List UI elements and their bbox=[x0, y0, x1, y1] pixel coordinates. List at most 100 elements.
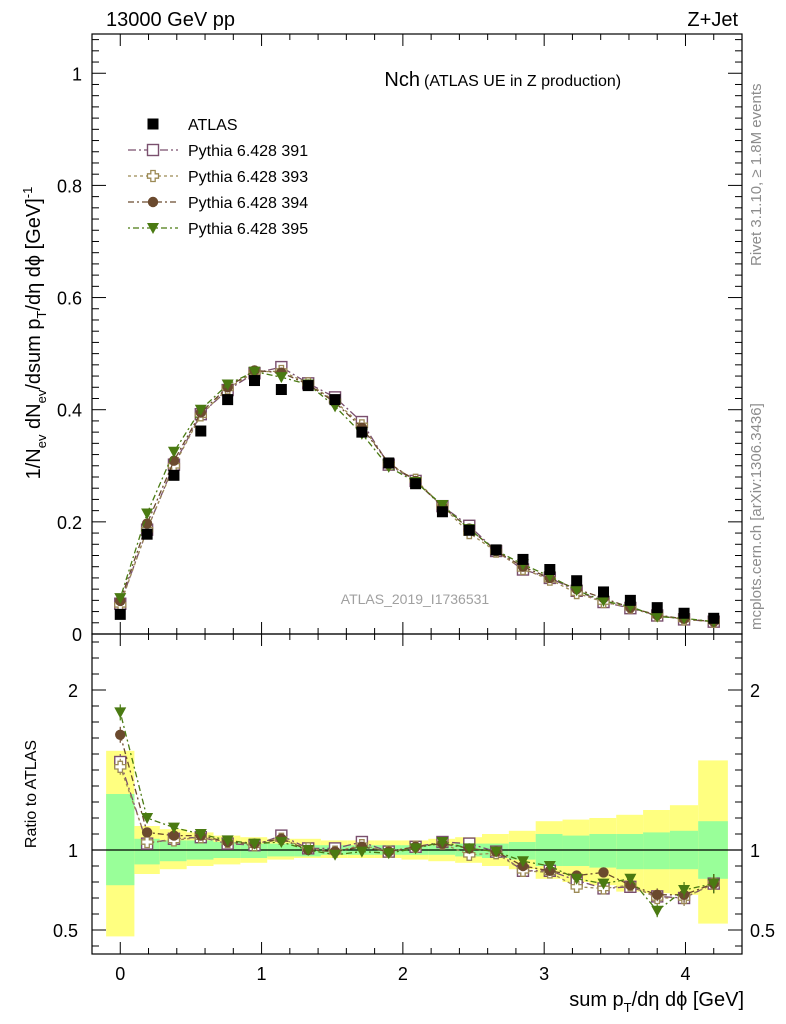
legend-marker bbox=[147, 118, 159, 130]
ratio-data-point bbox=[436, 837, 449, 848]
ylabel-sup: -1 bbox=[20, 187, 35, 199]
legend-entry: Pythia 6.428 395 bbox=[128, 221, 308, 238]
data-point bbox=[194, 404, 207, 416]
ratio-data-point bbox=[114, 760, 127, 773]
ratio-panel-frame bbox=[91, 633, 743, 955]
data-point bbox=[275, 372, 288, 384]
series-line bbox=[119, 370, 714, 623]
data-point bbox=[114, 608, 126, 620]
ratio-data-point bbox=[302, 845, 315, 856]
series-pythia-6-428-394 bbox=[115, 365, 719, 627]
data-point bbox=[436, 500, 449, 512]
data-point bbox=[624, 594, 636, 606]
data-point bbox=[597, 595, 610, 607]
ratio-data-point bbox=[598, 867, 609, 878]
data-point bbox=[141, 528, 153, 540]
legend-entry: Pythia 6.428 394 bbox=[128, 195, 308, 212]
data-point bbox=[678, 607, 690, 619]
series-line bbox=[119, 369, 714, 623]
data-point bbox=[195, 425, 207, 437]
ratio-data-point bbox=[678, 885, 691, 896]
data-point bbox=[222, 394, 234, 406]
x-tick-label: 0 bbox=[115, 964, 125, 984]
series-line bbox=[119, 366, 714, 623]
y-tick-label: 1 bbox=[72, 64, 82, 84]
x-axis-label: sum pT/dη dϕ [GeV] bbox=[569, 989, 744, 1015]
ratio-data-point bbox=[114, 707, 127, 719]
ratio-y-axis-label: Ratio to ATLAS bbox=[23, 740, 40, 848]
y-tick-label: 0.6 bbox=[57, 289, 82, 309]
data-point bbox=[221, 379, 234, 391]
data-point bbox=[275, 384, 287, 396]
data-point bbox=[436, 506, 448, 518]
data-point bbox=[598, 586, 610, 598]
band-inner bbox=[159, 840, 187, 862]
legend-label: Pythia 6.428 393 bbox=[188, 169, 308, 186]
ratio-data-point bbox=[115, 729, 126, 740]
band-inner bbox=[616, 834, 644, 870]
ratio-data-point bbox=[516, 856, 529, 868]
ratio-data-point bbox=[194, 829, 207, 840]
ratio-data-point bbox=[141, 813, 154, 824]
data-point bbox=[544, 564, 556, 576]
main-series bbox=[114, 360, 720, 628]
ratio-data-point bbox=[651, 905, 664, 917]
ylabel-sub-t: T bbox=[34, 311, 49, 319]
legend-label: Pythia 6.428 395 bbox=[188, 221, 308, 238]
xlabel-sub-t: T bbox=[624, 1000, 632, 1015]
legend-entry: Pythia 6.428 391 bbox=[128, 143, 308, 160]
data-point bbox=[410, 478, 422, 490]
ratio-y-tick-label-left: 0.5 bbox=[53, 921, 78, 941]
ratio-data-point bbox=[490, 846, 503, 858]
ratio-series bbox=[114, 704, 720, 918]
y-tick-label: 0.4 bbox=[57, 401, 82, 421]
y-tick-label: 0.2 bbox=[57, 513, 82, 533]
data-point bbox=[651, 611, 664, 623]
ratio-data-point bbox=[597, 878, 610, 890]
series-atlas bbox=[114, 375, 720, 624]
ratio-data-point bbox=[707, 878, 720, 890]
ratio-y-tick-label-left: 1 bbox=[68, 841, 78, 861]
ratio-data-point bbox=[140, 835, 154, 849]
legend-marker bbox=[147, 196, 159, 208]
data-point bbox=[302, 380, 314, 392]
band-inner bbox=[106, 794, 135, 886]
x-tick-label: 4 bbox=[680, 964, 690, 984]
legend-marker bbox=[146, 169, 160, 183]
plot-subtitle: (ATLAS UE in Z production) bbox=[424, 73, 621, 90]
legend-label: ATLAS bbox=[188, 117, 238, 134]
band-inner bbox=[643, 832, 670, 870]
ratio-data-point bbox=[221, 835, 234, 847]
legend-label: Pythia 6.428 394 bbox=[188, 195, 308, 212]
ratio-data-point bbox=[355, 846, 368, 858]
ratio-data-point bbox=[543, 861, 556, 872]
main-axis-ticks: 0 0.2 0.4 0.6 0.8 1 bbox=[57, 34, 742, 645]
ratio-series-pythia-6-428-395 bbox=[114, 704, 720, 918]
ylabel-part: /dη dϕ [GeV] bbox=[23, 198, 45, 310]
legend-marker bbox=[146, 143, 160, 157]
ylabel-part: dN bbox=[23, 403, 45, 434]
legend-label: Pythia 6.428 391 bbox=[188, 143, 308, 160]
ratio-data-point bbox=[463, 843, 476, 855]
xlabel-part: /dη dϕ [GeV] bbox=[632, 989, 744, 1011]
data-point bbox=[114, 593, 127, 605]
xlabel-part: sum p bbox=[569, 989, 623, 1011]
series-pythia-6-428-395 bbox=[114, 366, 720, 628]
ratio-y-tick-label-right: 0.5 bbox=[750, 921, 775, 941]
ratio-axis-ticks: 0 1 2 3 4 0.5 0.5 1 1 2 2 bbox=[53, 634, 775, 984]
x-tick-label: 3 bbox=[539, 964, 549, 984]
ratio-data-point bbox=[167, 822, 180, 834]
collision-label: 13000 GeV pp bbox=[106, 9, 235, 31]
data-point bbox=[329, 394, 341, 406]
data-point bbox=[517, 553, 529, 565]
data-point bbox=[167, 446, 180, 458]
data-point bbox=[141, 508, 154, 520]
data-point bbox=[708, 612, 720, 624]
ratio-y-tick-label-left: 2 bbox=[68, 681, 78, 701]
x-tick-label: 1 bbox=[257, 964, 267, 984]
rivet-label: Rivet 3.1.10, ≥ 1.8M events bbox=[748, 84, 765, 267]
ratio-data-point bbox=[570, 880, 583, 893]
band-inner bbox=[508, 842, 536, 860]
data-point bbox=[490, 544, 502, 556]
ylabel-part: 1/N bbox=[23, 448, 45, 479]
